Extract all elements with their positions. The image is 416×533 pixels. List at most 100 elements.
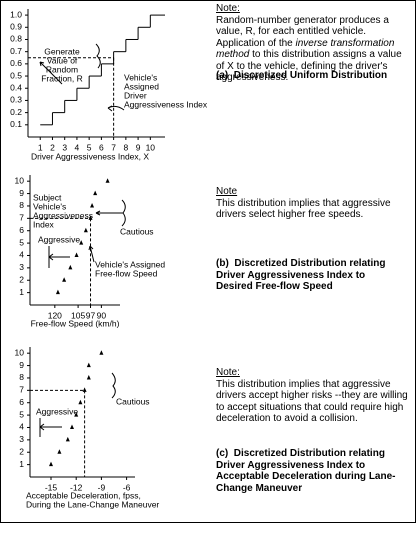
annotation: Assigned <box>124 81 159 91</box>
arrow <box>39 61 63 85</box>
point <box>105 178 110 183</box>
point <box>83 227 88 233</box>
y-tick-label: 6 <box>19 225 24 235</box>
caption: (b) Discretized Distribution relating Dr… <box>216 258 396 293</box>
annotation: Vehicle's <box>33 201 66 211</box>
y-tick-label: 8 <box>19 372 24 382</box>
x-tick-label: 1 <box>38 142 43 152</box>
point <box>62 277 67 282</box>
annotation: Vehicle's <box>124 72 157 82</box>
x-tick-label: 3 <box>62 142 67 152</box>
caption-label: (a) <box>216 70 229 81</box>
y-tick-label: 4 <box>19 422 24 432</box>
y-tick-label: 3 <box>19 262 24 272</box>
caption-text: Discretized Distribution relating Driver… <box>216 448 396 494</box>
y-tick-label: 1 <box>19 459 24 469</box>
annotation: Fraction, R <box>41 73 83 83</box>
y-tick-label: 0.9 <box>10 22 22 32</box>
y-tick-label: 7 <box>19 385 24 395</box>
brace <box>95 43 101 69</box>
caption-label: (b) <box>216 258 229 269</box>
caption-text: Discretized Distribution relating Driver… <box>216 258 386 292</box>
y-tick-label: 4 <box>19 250 24 260</box>
arrow <box>48 246 70 268</box>
arrow <box>88 245 95 263</box>
y-tick-label: 10 <box>15 175 25 185</box>
y-tick-label: 8 <box>19 200 24 210</box>
x-tick-label: 9 <box>136 142 141 152</box>
x-axis-label: Acceptable Deceleration, fpss, <box>26 490 141 500</box>
y-tick-label: 9 <box>19 360 24 370</box>
note-text: Random-number generator produces a value… <box>216 14 389 49</box>
point <box>79 240 84 245</box>
point <box>55 289 60 295</box>
brace <box>111 372 116 399</box>
x-tick-label: -6 <box>123 482 131 492</box>
y-tick-label: 2 <box>19 446 24 456</box>
annotation: Aggressiveness Index <box>124 99 208 109</box>
note-text: This distribution implies that aggressiv… <box>216 378 408 425</box>
x-tick-label: 105 <box>71 310 85 320</box>
point <box>74 252 79 257</box>
y-tick-label: 0.7 <box>10 46 22 56</box>
arrow <box>107 105 125 112</box>
caption-label: (c) <box>216 448 229 459</box>
note-heading: Note: <box>216 3 240 14</box>
note: Note: Random-number generator produces a… <box>216 3 410 84</box>
point <box>68 264 73 270</box>
point <box>78 399 83 405</box>
annotation: Cautious <box>116 396 150 406</box>
x-tick-label: -12 <box>70 482 83 492</box>
y-tick-label: 9 <box>19 188 24 198</box>
y-tick-label: 5 <box>19 409 24 419</box>
y-tick-label: 10 <box>15 347 25 357</box>
point <box>88 215 93 220</box>
point <box>82 387 87 392</box>
y-tick-label: 3 <box>19 434 24 444</box>
annotation: Value of <box>47 55 78 65</box>
annotation: Index <box>33 219 55 229</box>
x-tick-label: 5 <box>87 142 92 152</box>
x-tick-label: 7 <box>111 142 116 152</box>
annotation: Aggressive <box>38 234 80 244</box>
y-tick-label: 7 <box>19 213 24 223</box>
x-tick-label: 120 <box>48 310 62 320</box>
point <box>90 202 95 208</box>
y-tick-label: 0.8 <box>10 34 22 44</box>
annotation: Driver <box>124 90 147 100</box>
annotation: Aggressive <box>36 406 78 416</box>
note-heading: Note: <box>216 367 240 378</box>
point <box>65 436 70 442</box>
y-tick-label: 2 <box>19 274 24 284</box>
y-tick-label: 5 <box>19 237 24 247</box>
point <box>86 374 91 380</box>
point <box>57 449 62 454</box>
caption: (c) Discretized Distribution relating Dr… <box>216 448 396 494</box>
x-tick-label: 2 <box>50 142 55 152</box>
arrow <box>39 418 62 437</box>
point <box>74 412 79 417</box>
annotation: Generate <box>44 46 80 56</box>
arrows <box>39 43 126 437</box>
y-tick-label: 6 <box>19 397 24 407</box>
point <box>86 362 91 368</box>
x-axis-label: Driver Aggressiveness Index, X <box>31 151 149 161</box>
caption-text: Discretized Uniform Distribution <box>233 70 388 81</box>
note: Note: This distribution implies that agg… <box>216 367 410 425</box>
x-tick-label: 8 <box>123 142 128 152</box>
annotation: Random <box>46 64 78 74</box>
note-text: This distribution implies that aggressiv… <box>216 197 391 221</box>
annotation: Free-flow Speed <box>95 268 158 278</box>
x-tick-label: 4 <box>75 142 80 152</box>
y-tick-label: 0.2 <box>10 107 22 117</box>
x-tick-label: 90 <box>97 310 107 320</box>
y-tick-label: 0.6 <box>10 58 22 68</box>
caption: (a) Discretized Uniform Distribution <box>216 70 396 82</box>
y-tick-label: 0.1 <box>10 119 22 129</box>
point <box>93 190 98 196</box>
annotation: Vehicle's Assigned <box>95 259 165 269</box>
y-tick-label: 0.3 <box>10 95 22 105</box>
note-text: to this distribution assigns a value of … <box>216 49 402 83</box>
